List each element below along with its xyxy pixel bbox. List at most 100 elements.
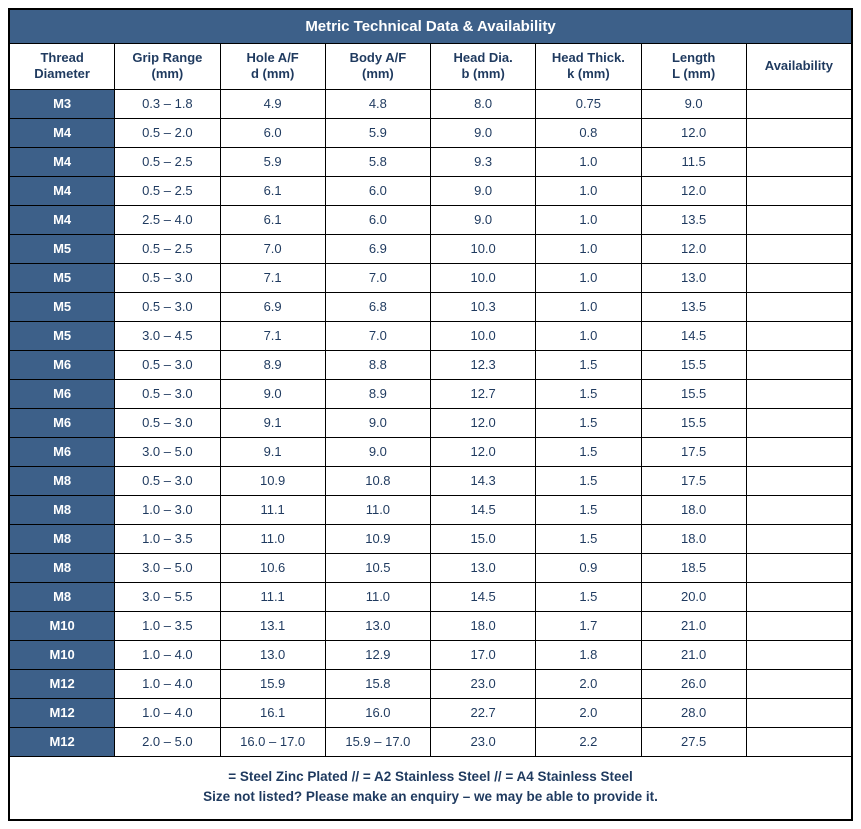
technical-data-table-container: Metric Technical Data & Availability Thr… (8, 8, 853, 821)
thread-diameter-cell: M10 (10, 611, 115, 640)
data-cell: 11.0 (325, 495, 430, 524)
data-cell: 0.8 (536, 118, 641, 147)
data-cell: 10.8 (325, 466, 430, 495)
data-cell: 1.5 (536, 466, 641, 495)
data-cell: 15.0 (431, 524, 536, 553)
data-cell: 2.0 – 5.0 (115, 727, 220, 756)
column-header-line2: (mm) (117, 66, 217, 82)
data-cell: 0.5 – 3.0 (115, 379, 220, 408)
data-cell: 12.7 (431, 379, 536, 408)
table-title: Metric Technical Data & Availability (10, 10, 852, 44)
availability-cell (746, 524, 851, 553)
data-cell: 9.0 (431, 205, 536, 234)
column-header: Head Dia.b (mm) (431, 44, 536, 90)
table-row: M122.0 – 5.016.0 – 17.015.9 – 17.023.02.… (10, 727, 852, 756)
column-header-line1: Hole A/F (223, 50, 323, 66)
column-header-line2: d (mm) (223, 66, 323, 82)
data-cell: 13.0 (325, 611, 430, 640)
data-cell: 9.0 (325, 437, 430, 466)
data-cell: 22.7 (431, 698, 536, 727)
data-cell: 8.8 (325, 350, 430, 379)
table-row: M50.5 – 3.07.17.010.01.013.0 (10, 263, 852, 292)
data-cell: 11.0 (325, 582, 430, 611)
data-cell: 9.1 (220, 437, 325, 466)
data-cell: 17.5 (641, 466, 746, 495)
data-cell: 0.5 – 3.0 (115, 263, 220, 292)
availability-cell (746, 350, 851, 379)
table-row: M50.5 – 2.57.06.910.01.012.0 (10, 234, 852, 263)
data-cell: 1.0 (536, 205, 641, 234)
data-cell: 13.0 (220, 640, 325, 669)
table-row: M60.5 – 3.09.08.912.71.515.5 (10, 379, 852, 408)
data-cell: 10.0 (431, 234, 536, 263)
data-cell: 26.0 (641, 669, 746, 698)
column-header-line1: Head Dia. (433, 50, 533, 66)
data-cell: 13.0 (431, 553, 536, 582)
data-cell: 2.0 (536, 669, 641, 698)
availability-cell (746, 582, 851, 611)
availability-cell (746, 321, 851, 350)
data-cell: 1.5 (536, 379, 641, 408)
data-cell: 14.5 (641, 321, 746, 350)
table-row: M60.5 – 3.09.19.012.01.515.5 (10, 408, 852, 437)
data-cell: 8.9 (220, 350, 325, 379)
data-cell: 6.9 (325, 234, 430, 263)
data-cell: 0.5 – 2.0 (115, 118, 220, 147)
footer-enquiry: Size not listed? Please make an enquiry … (14, 787, 847, 807)
data-cell: 3.0 – 5.0 (115, 437, 220, 466)
data-cell: 18.0 (641, 495, 746, 524)
data-cell: 0.5 – 3.0 (115, 350, 220, 379)
thread-diameter-cell: M5 (10, 292, 115, 321)
data-cell: 6.0 (325, 205, 430, 234)
availability-cell (746, 640, 851, 669)
table-row: M81.0 – 3.011.111.014.51.518.0 (10, 495, 852, 524)
column-header-line2: Diameter (12, 66, 112, 82)
data-cell: 28.0 (641, 698, 746, 727)
data-cell: 1.0 – 4.0 (115, 669, 220, 698)
availability-cell (746, 234, 851, 263)
availability-cell (746, 292, 851, 321)
data-cell: 18.0 (431, 611, 536, 640)
data-cell: 13.5 (641, 205, 746, 234)
data-cell: 15.9 (220, 669, 325, 698)
availability-cell (746, 205, 851, 234)
table-header-row: ThreadDiameterGrip Range(mm)Hole A/Fd (m… (10, 44, 852, 90)
availability-cell (746, 89, 851, 118)
column-header-line1: Grip Range (117, 50, 217, 66)
data-cell: 16.0 (325, 698, 430, 727)
data-cell: 5.8 (325, 147, 430, 176)
data-cell: 11.1 (220, 495, 325, 524)
data-cell: 15.5 (641, 379, 746, 408)
table-footer-row: = Steel Zinc Plated // = A2 Stainless St… (10, 756, 852, 820)
thread-diameter-cell: M4 (10, 205, 115, 234)
data-cell: 1.0 – 4.0 (115, 698, 220, 727)
thread-diameter-cell: M10 (10, 640, 115, 669)
table-body: M30.3 – 1.84.94.88.00.759.0M40.5 – 2.06.… (10, 89, 852, 756)
data-cell: 1.0 (536, 292, 641, 321)
data-cell: 15.5 (641, 408, 746, 437)
data-cell: 6.8 (325, 292, 430, 321)
availability-cell (746, 176, 851, 205)
column-header: Grip Range(mm) (115, 44, 220, 90)
table-row: M83.0 – 5.010.610.513.00.918.5 (10, 553, 852, 582)
availability-cell (746, 669, 851, 698)
data-cell: 18.0 (641, 524, 746, 553)
thread-diameter-cell: M6 (10, 379, 115, 408)
availability-cell (746, 263, 851, 292)
data-cell: 4.8 (325, 89, 430, 118)
data-cell: 1.5 (536, 350, 641, 379)
data-cell: 12.0 (641, 118, 746, 147)
availability-cell (746, 408, 851, 437)
table-row: M40.5 – 2.06.05.99.00.812.0 (10, 118, 852, 147)
data-cell: 0.5 – 3.0 (115, 408, 220, 437)
availability-cell (746, 118, 851, 147)
thread-diameter-cell: M12 (10, 698, 115, 727)
data-cell: 6.1 (220, 205, 325, 234)
table-row: M40.5 – 2.56.16.09.01.012.0 (10, 176, 852, 205)
thread-diameter-cell: M8 (10, 466, 115, 495)
data-cell: 6.0 (220, 118, 325, 147)
data-cell: 21.0 (641, 611, 746, 640)
data-cell: 9.3 (431, 147, 536, 176)
column-header: Body A/F(mm) (325, 44, 430, 90)
column-header: Head Thick.k (mm) (536, 44, 641, 90)
